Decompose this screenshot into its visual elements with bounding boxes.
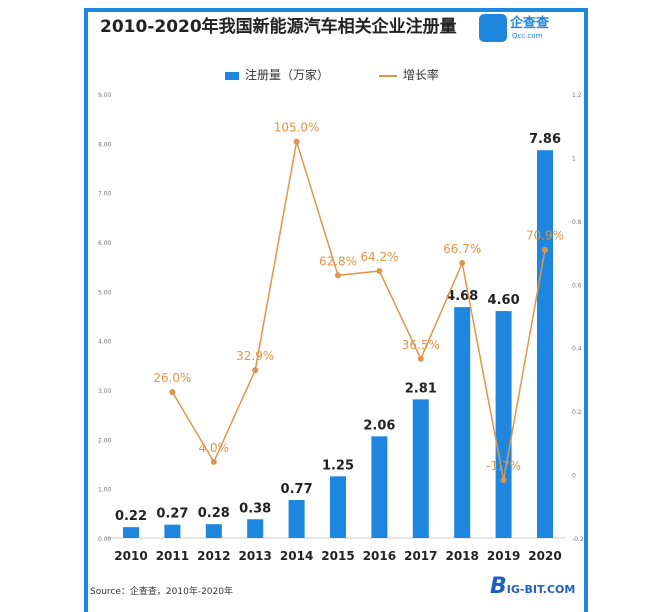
growth-point [417, 355, 424, 362]
right-tick-label: 1.2 [572, 92, 582, 99]
left-tick-label: 2.00 [98, 437, 112, 444]
legend-bar-swatch [225, 71, 239, 80]
left-tick-label: 3.00 [98, 388, 112, 395]
bar [247, 519, 264, 538]
right-tick-label: 0.8 [572, 219, 582, 226]
left-tick-label: 4.00 [98, 339, 112, 346]
growth-point [500, 476, 507, 483]
logo-name: 企查查 [510, 16, 550, 31]
bar-value-label: 0.38 [239, 501, 271, 516]
bar-value-label: 2.06 [363, 418, 395, 433]
bar [288, 500, 305, 538]
growth-point [376, 267, 383, 274]
legend: 注册量（万家） 增长率 [225, 66, 439, 83]
bar-value-label: 1.25 [322, 458, 354, 473]
bigbit-watermark: BIG-BIT.COM [490, 574, 576, 599]
bar [123, 527, 139, 538]
x-tick-label: 2016 [363, 549, 396, 563]
growth-line [171, 141, 546, 481]
left-tick-label: 7.00 [98, 191, 112, 198]
growth-point [335, 272, 341, 279]
right-tick-label: 0.4 [572, 346, 582, 353]
growth-value-label: 66.7% [443, 242, 481, 256]
growth-point [169, 389, 176, 396]
growth-value-label: 32.9% [236, 349, 274, 363]
growth-value-label: 4.0% [199, 441, 230, 455]
x-tick-label: 2017 [404, 549, 437, 563]
bar [371, 436, 388, 538]
bar [537, 150, 553, 539]
growth-point [210, 458, 217, 465]
left-tick-label: 8.00 [98, 141, 112, 148]
x-tick-label: 2014 [280, 549, 313, 563]
bar [412, 399, 429, 538]
bar [205, 524, 222, 538]
source-note: Source：企查查，2010年-2020年 [90, 587, 233, 597]
x-tick-label: 2013 [238, 549, 271, 563]
right-tick-label: 0.2 [572, 409, 582, 416]
bar [330, 476, 346, 538]
growth-point [293, 138, 300, 145]
legend-bar-label: 注册量（万家） [245, 68, 330, 82]
x-tick-label: 2015 [321, 549, 354, 563]
x-tick-label: 2012 [197, 549, 230, 563]
growth-point [459, 260, 466, 267]
growth-value-label: 36.5% [402, 338, 440, 352]
bar [495, 311, 512, 538]
growth-value-label: 62.8% [319, 254, 357, 268]
growth-point [542, 246, 548, 253]
bar-value-label: 0.77 [281, 482, 313, 497]
x-tick-label: 2010 [114, 549, 147, 563]
bar-value-label: 2.81 [405, 381, 437, 396]
growth-point [252, 367, 259, 374]
x-tick-label: 2018 [445, 549, 478, 563]
legend-line-label: 增长率 [402, 68, 439, 82]
x-tick-label: 2019 [487, 549, 520, 563]
bar-value-label: 0.27 [156, 507, 188, 522]
chart-title: 2010-2020年我国新能源汽车相关企业注册量 [100, 17, 457, 37]
bar-value-label: 4.68 [446, 289, 478, 304]
x-tick-label: 2020 [528, 549, 561, 563]
left-tick-label: 5.00 [98, 289, 112, 296]
bar-value-label: 4.60 [488, 293, 520, 308]
left-tick-label: 6.00 [98, 240, 112, 247]
bar-value-label: 0.28 [198, 506, 230, 521]
growth-value-label: -1.7% [486, 459, 521, 473]
logo-sub: Qcc.com [512, 32, 543, 40]
right-tick-label: 0 [572, 473, 576, 480]
left-tick-label: 1.00 [98, 487, 112, 494]
bar-value-label: 7.86 [529, 132, 561, 147]
growth-value-label: 26.0% [153, 371, 191, 385]
right-tick-label: 1 [572, 155, 576, 162]
growth-value-label: 105.0% [274, 121, 320, 135]
right-tick-label: -0.2 [572, 536, 584, 543]
bar [454, 307, 471, 538]
left-tick-label: 9.00 [98, 92, 112, 99]
bar-value-label: 0.22 [115, 509, 147, 524]
x-tick-label: 2011 [156, 549, 189, 563]
growth-value-label: 64.2% [360, 250, 398, 264]
legend-line-swatch [378, 74, 397, 77]
bar [164, 524, 181, 538]
right-tick-label: 0.6 [572, 282, 582, 289]
qcc-logo-icon [479, 14, 507, 42]
growth-value-label: 70.9% [526, 229, 564, 243]
left-tick-label: 0.00 [98, 536, 112, 543]
